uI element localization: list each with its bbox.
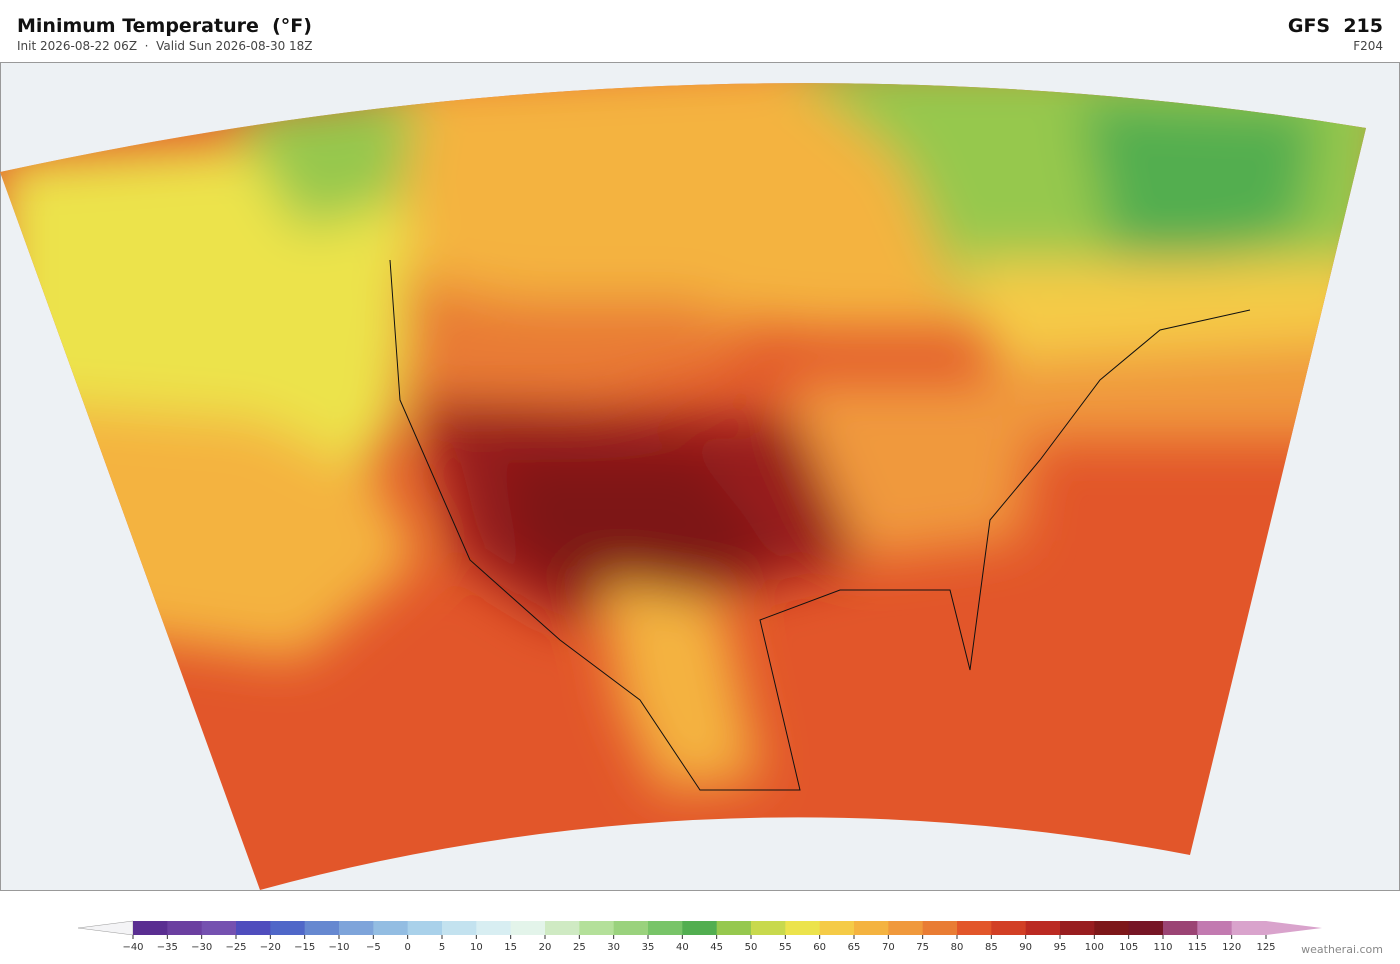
colorbar-tick-label: 125 bbox=[1256, 942, 1275, 953]
colorbar-bin bbox=[716, 921, 752, 935]
colorbar-bin bbox=[1025, 921, 1061, 935]
colorbar-tick-label: −10 bbox=[328, 942, 349, 953]
colorbar-tick-label: 40 bbox=[676, 942, 689, 953]
colorbar-tick-label: −15 bbox=[294, 942, 315, 953]
colorbar-bin bbox=[407, 921, 443, 935]
colorbar-bin bbox=[1128, 921, 1164, 935]
colorbar-bin bbox=[133, 921, 168, 935]
colorbar-bin bbox=[510, 921, 546, 935]
colorbar-tick-label: 55 bbox=[779, 942, 792, 953]
colorbar-bin bbox=[1060, 921, 1095, 935]
colorbar-over bbox=[1266, 921, 1322, 935]
colorbar-tick-label: 70 bbox=[882, 942, 895, 953]
colorbar-bin bbox=[819, 921, 855, 935]
colorbar-bin bbox=[854, 921, 889, 935]
colorbar-tick-label: −35 bbox=[157, 942, 178, 953]
colorbar-bin bbox=[339, 921, 374, 935]
colorbar-bin bbox=[1163, 921, 1198, 935]
colorbar-bin bbox=[613, 921, 649, 935]
colorbar-tick-label: 115 bbox=[1188, 942, 1207, 953]
colorbar-tick-label: 65 bbox=[848, 942, 861, 953]
model: GFS 215 bbox=[1287, 15, 1383, 37]
colorbar-bin bbox=[476, 921, 512, 935]
colorbar-bin bbox=[1197, 921, 1233, 935]
colorbar-bin bbox=[751, 921, 786, 935]
colorbar-bin bbox=[648, 921, 683, 935]
title: Minimum Temperature (°F) bbox=[17, 15, 312, 37]
colorbar-bin bbox=[957, 921, 992, 935]
colorbar-bin bbox=[1231, 921, 1267, 935]
colorbar-bin bbox=[373, 921, 409, 935]
colorbar-bin bbox=[545, 921, 580, 935]
colorbar-tick-label: −30 bbox=[191, 942, 212, 953]
colorbar-bin bbox=[579, 921, 615, 935]
colorbar-tick-label: 85 bbox=[985, 942, 998, 953]
colorbar-bin bbox=[888, 921, 924, 935]
colorbar-tick-label: 100 bbox=[1085, 942, 1104, 953]
colorbar-tick-label: 5 bbox=[439, 942, 445, 953]
colorbar-tick-label: 0 bbox=[404, 942, 410, 953]
colorbar-bin bbox=[167, 921, 203, 935]
colorbar-tick-label: 110 bbox=[1153, 942, 1172, 953]
colorbar-tick-label: 60 bbox=[813, 942, 826, 953]
colorbar-tick-label: 80 bbox=[951, 942, 964, 953]
colorbar-under bbox=[77, 920, 134, 936]
colorbar-tick-label: −20 bbox=[260, 942, 281, 953]
colorbar-tick-label: 25 bbox=[573, 942, 586, 953]
colorbar-tick-label: 120 bbox=[1222, 942, 1241, 953]
colorbar-tick-label: 75 bbox=[916, 942, 929, 953]
colorbar-tick-label: 105 bbox=[1119, 942, 1138, 953]
colorbar-tick-label: 15 bbox=[504, 942, 517, 953]
colorbar-tick-label: 50 bbox=[745, 942, 758, 953]
colorbar-tick-label: 45 bbox=[710, 942, 723, 953]
colorbar-tick-label: 30 bbox=[607, 942, 620, 953]
colorbar-tick-label: −5 bbox=[366, 942, 381, 953]
colorbar-bin bbox=[442, 921, 477, 935]
colorbar-tick-label: −25 bbox=[225, 942, 246, 953]
colorbar-tick-label: −40 bbox=[122, 942, 143, 953]
colorbar-bin bbox=[922, 921, 958, 935]
colorbar-bin bbox=[785, 921, 821, 935]
forecast-hour: F204 bbox=[1353, 39, 1383, 53]
colorbar-bin bbox=[991, 921, 1027, 935]
colorbar-tick-label: 10 bbox=[470, 942, 483, 953]
colorbar-bin bbox=[682, 921, 718, 935]
colorbar-bin bbox=[201, 921, 237, 935]
colorbar-bin bbox=[1094, 921, 1130, 935]
colorbar-bin bbox=[236, 921, 271, 935]
colorbar-bin bbox=[304, 921, 340, 935]
colorbar-tick-label: 95 bbox=[1054, 942, 1067, 953]
colorbar-bin bbox=[270, 921, 306, 935]
colorbar-tick-label: 20 bbox=[539, 942, 552, 953]
colorbar-tick-label: 35 bbox=[642, 942, 655, 953]
subtitle: Init 2026-08-22 06Z · Valid Sun 2026-08-… bbox=[17, 39, 313, 53]
colorbar-tick-label: 90 bbox=[1019, 942, 1032, 953]
credit: weatherai.com bbox=[1301, 943, 1383, 956]
